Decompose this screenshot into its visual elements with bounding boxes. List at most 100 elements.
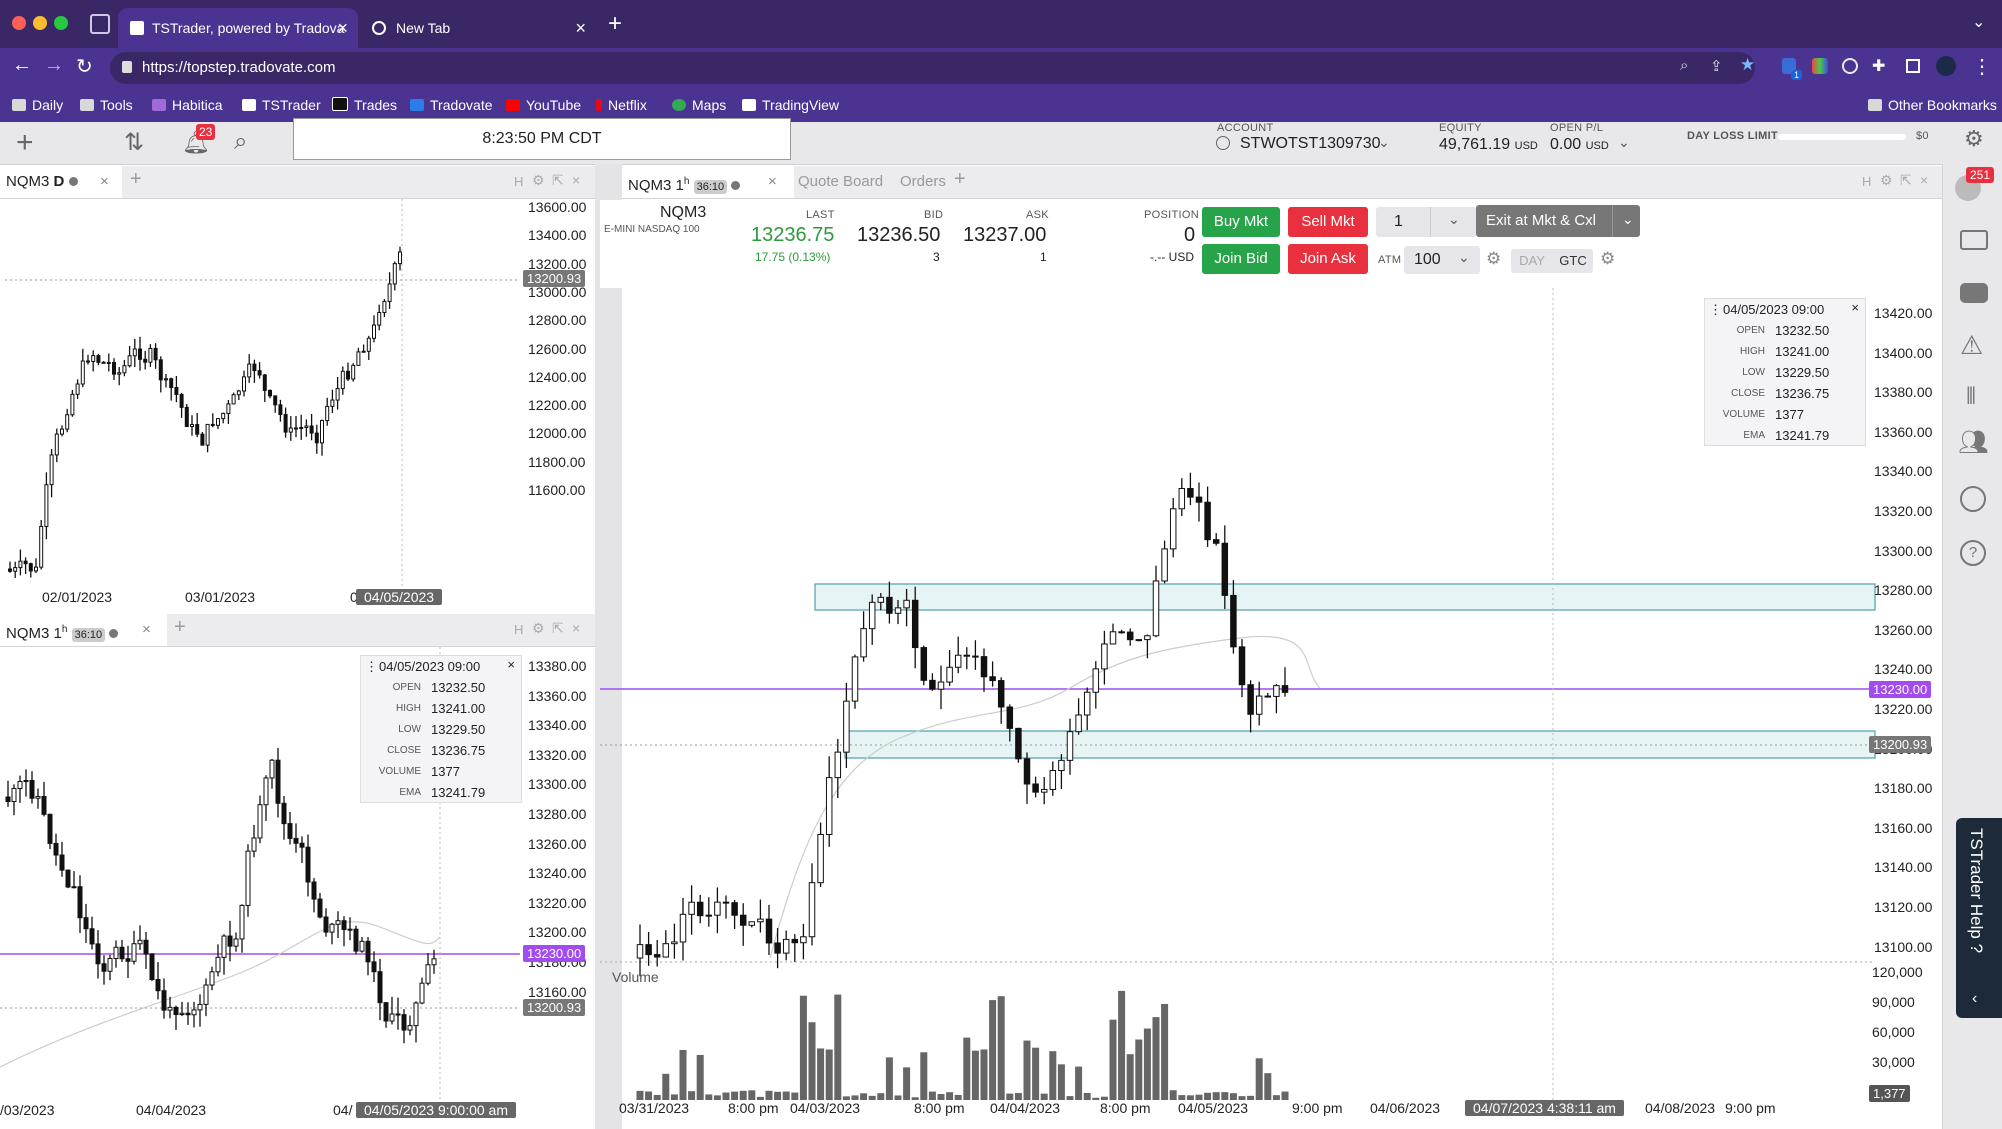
close-icon[interactable]: × <box>1851 300 1859 315</box>
volume-bar <box>688 1091 696 1100</box>
volume-bar <box>662 1073 670 1100</box>
join-bid-button[interactable]: Join Bid <box>1202 244 1280 274</box>
bookmark-netflix[interactable]: Netflix <box>596 88 647 122</box>
add-tab-plus-icon[interactable]: + <box>954 168 966 190</box>
daily-chart[interactable]: 13600.00 13400.00 13200.00 13000.00 12800.00… <box>0 199 595 613</box>
tab-main-hour-chart[interactable]: NQM3 1h 36:10 × <box>622 166 794 198</box>
close-tab-icon[interactable]: × <box>142 621 151 638</box>
hour-chart-small[interactable]: 13380.00 13360.00 13340.00 13320.00 13300.00… <box>0 647 595 1129</box>
bookmark-daily[interactable]: Daily <box>12 88 63 122</box>
candle <box>210 413 215 428</box>
close-panel-icon[interactable]: × <box>572 620 581 636</box>
tab-search-icon[interactable] <box>90 14 110 34</box>
gauge-icon[interactable] <box>1960 486 1986 512</box>
omnibox[interactable]: https://topstep.tradovate.com ⌕ ⇪ ★ <box>110 52 1755 84</box>
close-panel-icon[interactable]: × <box>572 172 581 188</box>
close-tab-icon[interactable]: × <box>768 173 777 190</box>
bookmark-tradingview[interactable]: TradingView <box>742 88 839 122</box>
settings-sliders-icon[interactable]: ⚙︎ <box>1964 126 1984 151</box>
h-control[interactable]: H <box>1862 174 1872 189</box>
minimize-window-button[interactable] <box>33 16 47 30</box>
forward-arrow-icon[interactable]: → <box>44 54 64 76</box>
close-tab-icon[interactable]: × <box>337 18 348 38</box>
zoom-window-button[interactable] <box>54 16 68 30</box>
help-question-icon[interactable]: ? <box>1960 540 1986 566</box>
account-select[interactable]: STWOTST1309730 <box>1240 135 1381 152</box>
volume-bar <box>842 1096 850 1100</box>
buy-market-button[interactable]: Buy Mkt <box>1202 207 1280 237</box>
panel-splitter[interactable] <box>595 164 622 1129</box>
messages-icon[interactable] <box>1960 230 1988 250</box>
reload-icon[interactable]: ↻ <box>76 56 93 78</box>
warning-triangle-icon[interactable]: ⚠︎ <box>1960 330 1984 360</box>
close-tab-icon[interactable]: × <box>100 173 109 190</box>
popout-icon[interactable]: ⇱ <box>552 172 564 188</box>
sell-market-button[interactable]: Sell Mkt <box>1288 207 1368 237</box>
candle <box>431 949 437 974</box>
share-icon[interactable]: ⇪ <box>1710 58 1723 75</box>
atm-gear-icon[interactable]: ⚙︎ <box>1486 249 1502 268</box>
gear-icon[interactable]: ⚙︎ <box>532 620 545 636</box>
tab-daily-chart[interactable]: NQM3 D × <box>0 166 122 198</box>
h-control[interactable]: H <box>514 174 524 189</box>
new-tab-plus-icon[interactable]: + <box>608 10 623 37</box>
chrome-menu-icon[interactable]: ⋮ <box>1972 56 1992 78</box>
join-ask-button[interactable]: Join Ask <box>1288 244 1368 274</box>
bookmark-other[interactable]: Other Bookmarks <box>1868 88 1997 122</box>
close-tab-icon[interactable]: × <box>575 18 586 38</box>
add-tab-plus-icon[interactable]: + <box>174 616 186 638</box>
zoom-icon[interactable]: ⌕ <box>1680 57 1689 74</box>
browser-tab-active[interactable]: TSTrader, powered by Tradova × <box>118 8 358 48</box>
gear-icon[interactable]: ⚙︎ <box>1880 172 1893 188</box>
bookmark-tools[interactable]: Tools <box>80 88 133 122</box>
close-icon[interactable]: × <box>507 657 515 672</box>
openpl-chevron-down-icon[interactable]: ⌄ <box>1618 134 1630 150</box>
tif-day-toggle[interactable]: DAY <box>1511 249 1553 273</box>
exit-at-market-button[interactable]: Exit at Mkt & Cxl ⌄ <box>1476 205 1640 237</box>
candle <box>1247 680 1254 733</box>
gear-icon[interactable]: ⚙︎ <box>532 172 545 188</box>
quantity-select[interactable]: 1 ⌄ <box>1376 207 1476 237</box>
bookmark-youtube[interactable]: YouTube <box>506 88 581 122</box>
h-control[interactable]: H <box>514 622 524 637</box>
add-plus-icon[interactable]: + <box>16 126 34 159</box>
popout-icon[interactable]: ⇱ <box>552 620 564 636</box>
menu-dots-icon[interactable]: ⋮ <box>365 659 378 674</box>
users-group-icon[interactable]: 👥︎ <box>1958 429 1989 456</box>
popout-icon[interactable]: ⇱ <box>1900 172 1912 188</box>
tab-list-chevron-icon[interactable]: ⌄ <box>1972 14 1986 31</box>
bookmark-habitica[interactable]: Habitica <box>152 88 223 122</box>
extensions-puzzle-icon[interactable]: ✚ <box>1872 58 1886 75</box>
extension-clock-icon[interactable] <box>1842 58 1858 74</box>
columns-icon[interactable]: ||| <box>1966 384 1976 404</box>
y-tick: 13340.00 <box>1874 463 1933 480</box>
openpl-label: OPEN P/L <box>1550 122 1604 134</box>
main-chart[interactable]: 13420.00 13400.00 13380.00 13360.00 13340.00… <box>600 288 1940 1129</box>
browser-tab-newtab[interactable]: New Tab × <box>362 8 592 48</box>
side-panel-icon[interactable] <box>1906 59 1920 73</box>
account-chevron-down-icon[interactable]: ⌄ <box>1378 134 1390 150</box>
back-arrow-icon[interactable]: ← <box>12 54 32 76</box>
order-gear-icon[interactable]: ⚙︎ <box>1600 249 1616 268</box>
tif-gtc-toggle[interactable]: GTC <box>1553 249 1593 273</box>
video-play-icon[interactable] <box>1960 283 1988 303</box>
tab-hour-chart[interactable]: NQM3 1h 36:10 × <box>0 614 167 646</box>
tab-orders[interactable]: Orders <box>900 173 946 190</box>
bookmark-star-icon[interactable]: ★ <box>1740 55 1756 74</box>
close-window-button[interactable] <box>12 16 26 30</box>
extension-color-icon[interactable] <box>1812 58 1828 74</box>
order-arrows-icon[interactable]: ⇅ <box>124 129 145 156</box>
profile-avatar[interactable] <box>1936 56 1956 76</box>
bookmark-tstrader[interactable]: TSTrader <box>242 88 321 122</box>
bookmark-trades[interactable]: Trades <box>332 88 397 122</box>
tab-quote-board[interactable]: Quote Board <box>798 173 884 190</box>
atm-select[interactable]: 100 ⌄ <box>1404 246 1480 274</box>
close-panel-icon[interactable]: × <box>1920 172 1929 188</box>
add-tab-plus-icon[interactable]: + <box>130 168 142 190</box>
bookmark-maps[interactable]: Maps <box>672 88 726 122</box>
x-tick: 0 <box>350 589 358 605</box>
menu-dots-icon[interactable]: ⋮ <box>1709 302 1722 317</box>
search-icon[interactable]: ⌕ <box>234 128 248 155</box>
bookmark-tradovate[interactable]: Tradovate <box>410 88 493 122</box>
help-drawer-tab[interactable]: TSTrader Help ? ‹ <box>1956 818 2002 1018</box>
